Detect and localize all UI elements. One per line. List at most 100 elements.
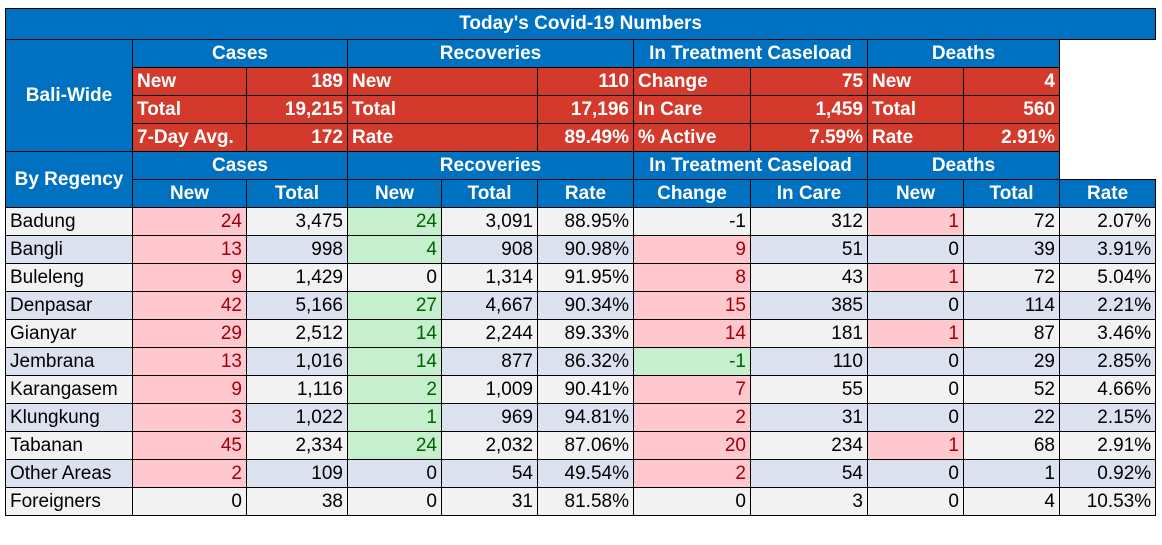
column-header: Total: [246, 179, 348, 208]
table-cell: 2: [633, 459, 751, 488]
table-cell: 1: [347, 403, 442, 432]
table-cell: 2,032: [441, 431, 538, 460]
table-cell: 109: [246, 459, 348, 488]
table-cell: 81.58%: [537, 487, 634, 516]
table-cell: 998: [246, 235, 348, 264]
table-cell: 1,009: [441, 375, 538, 404]
summary-value: 19,215: [246, 95, 348, 124]
summary-label: % Active: [633, 123, 751, 152]
table-row: Klungkung 3 1,022 1 969 94.81% 2 31 0 22 2.15%: [5, 403, 1157, 432]
summary-label: New: [867, 67, 964, 96]
column-header: Change: [633, 179, 751, 208]
table-cell: -1: [633, 207, 751, 236]
table-cell: 8: [633, 263, 751, 292]
table-row: Jembrana 13 1,016 14 877 86.32% -1 110 0 29 2.85%: [5, 347, 1157, 376]
table-cell: 14: [347, 319, 442, 348]
table-cell: 5.04%: [1058, 263, 1157, 292]
group-header: Deaths: [867, 151, 1060, 180]
table-cell: 72: [963, 207, 1060, 236]
table-cell: 2.21%: [1058, 291, 1157, 320]
summary-value: 17,196: [537, 95, 634, 124]
group-header: Recoveries: [347, 39, 634, 68]
table-cell: 54: [441, 459, 538, 488]
table-cell: 91.95%: [537, 263, 634, 292]
summary-label: New: [132, 67, 247, 96]
table-cell: 3: [750, 487, 868, 516]
table-cell: 0: [867, 459, 964, 488]
column-header: Rate: [537, 179, 634, 208]
summary-label: In Care: [633, 95, 751, 124]
table-cell: 2.15%: [1058, 403, 1157, 432]
table-cell: 877: [441, 347, 538, 376]
table-cell: 234: [750, 431, 868, 460]
summary-value: 172: [246, 123, 348, 152]
table-cell: 90.98%: [537, 235, 634, 264]
table-cell: 1: [963, 459, 1060, 488]
group-header: Cases: [132, 39, 348, 68]
table-cell: 4.66%: [1058, 375, 1157, 404]
table-cell: 4: [347, 235, 442, 264]
table-cell: 0: [867, 403, 964, 432]
table-cell: 89.33%: [537, 319, 634, 348]
table-cell: 0: [867, 487, 964, 516]
table-row: Other Areas 2 109 0 54 49.54% 2 54 0 1 0.92%: [5, 459, 1157, 488]
table-cell: 72: [963, 263, 1060, 292]
table-cell: 43: [750, 263, 868, 292]
summary-value: 2.91%: [963, 123, 1060, 152]
table-cell: -1: [633, 347, 751, 376]
table-row: Tabanan 45 2,334 24 2,032 87.06% 20 234 1 68 2.91%: [5, 431, 1157, 460]
table-cell: 1: [867, 319, 964, 348]
table-row: Bangli 13 998 4 908 90.98% 9 51 0 39 3.91%: [5, 235, 1157, 264]
regency-name: Jembrana: [5, 347, 133, 376]
table-cell: 10.53%: [1058, 487, 1157, 516]
table-cell: 24: [132, 207, 247, 236]
table-cell: 2.91%: [1058, 431, 1157, 460]
group-header: Deaths: [867, 39, 1060, 68]
table-cell: 29: [132, 319, 247, 348]
table-cell: 7: [633, 375, 751, 404]
table-cell: 9: [132, 263, 247, 292]
table-cell: 24: [347, 207, 442, 236]
table-cell: 90.34%: [537, 291, 634, 320]
table-cell: 969: [441, 403, 538, 432]
table-cell: 9: [633, 235, 751, 264]
table-cell: 0: [867, 235, 964, 264]
table-cell: 0: [347, 487, 442, 516]
table-cell: 1,116: [246, 375, 348, 404]
summary-label: Rate: [867, 123, 964, 152]
table-cell: 13: [132, 235, 247, 264]
column-header: Total: [963, 179, 1060, 208]
table-cell: 3,475: [246, 207, 348, 236]
table-cell: 2: [132, 459, 247, 488]
table-cell: 1: [867, 431, 964, 460]
table-cell: 312: [750, 207, 868, 236]
table-cell: 27: [347, 291, 442, 320]
regency-name: Buleleng: [5, 263, 133, 292]
table-cell: 0: [633, 487, 751, 516]
column-header: Total: [441, 179, 538, 208]
regency-name: Tabanan: [5, 431, 133, 460]
table-cell: 0.92%: [1058, 459, 1157, 488]
table-row: Denpasar 42 5,166 27 4,667 90.34% 15 385 0 114 2.2…: [5, 291, 1157, 320]
covid-numbers-table: Today's Covid-19 Numbers Bali-Wide Cases R…: [4, 8, 1157, 516]
summary-label: Total: [132, 95, 247, 124]
table-cell: 38: [246, 487, 348, 516]
column-header: Rate: [1058, 179, 1157, 208]
table-cell: 42: [132, 291, 247, 320]
table-cell: 4: [963, 487, 1060, 516]
table-cell: 3.91%: [1058, 235, 1157, 264]
table-cell: 1,016: [246, 347, 348, 376]
table-cell: 1,429: [246, 263, 348, 292]
table-cell: 22: [963, 403, 1060, 432]
table-cell: 86.32%: [537, 347, 634, 376]
table-cell: 5,166: [246, 291, 348, 320]
group-header: In Treatment Caseload: [633, 151, 868, 180]
table-cell: 55: [750, 375, 868, 404]
column-header: New: [867, 179, 964, 208]
summary-label: 7-Day Avg.: [132, 123, 247, 152]
summary-value: 89.49%: [537, 123, 634, 152]
summary-value: 1,459: [750, 95, 868, 124]
table-row: Badung 24 3,475 24 3,091 88.95% -1 312 1 72 2.07%: [5, 207, 1157, 236]
table-row: Karangasem 9 1,116 2 1,009 90.41% 7 55 0 52 4.66%: [5, 375, 1157, 404]
table-cell: 31: [441, 487, 538, 516]
